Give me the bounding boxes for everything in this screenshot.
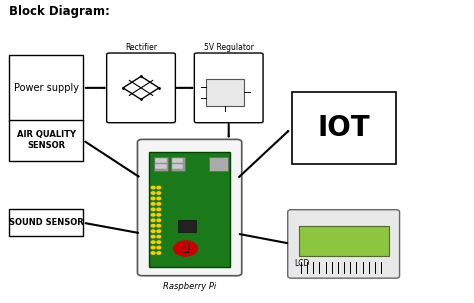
- Circle shape: [157, 219, 161, 221]
- Circle shape: [157, 235, 161, 238]
- Text: Rectifier: Rectifier: [125, 42, 157, 52]
- Text: 5V Regulator: 5V Regulator: [204, 42, 254, 52]
- Circle shape: [157, 246, 161, 249]
- FancyBboxPatch shape: [194, 53, 263, 123]
- FancyBboxPatch shape: [299, 226, 389, 256]
- Circle shape: [151, 214, 155, 216]
- Circle shape: [157, 186, 161, 189]
- Circle shape: [151, 219, 155, 221]
- Text: SOUND SENSOR: SOUND SENSOR: [9, 218, 83, 227]
- Circle shape: [151, 192, 155, 194]
- Circle shape: [151, 246, 155, 249]
- FancyBboxPatch shape: [172, 158, 183, 163]
- Text: vo: vo: [234, 81, 239, 85]
- Circle shape: [157, 192, 161, 194]
- FancyBboxPatch shape: [177, 220, 196, 232]
- Text: Block Diagram:: Block Diagram:: [9, 5, 110, 18]
- FancyBboxPatch shape: [107, 53, 175, 123]
- Circle shape: [151, 225, 155, 227]
- FancyBboxPatch shape: [172, 164, 183, 169]
- Circle shape: [157, 203, 161, 205]
- Text: Raspberry Pi: Raspberry Pi: [163, 282, 216, 291]
- FancyBboxPatch shape: [206, 79, 244, 106]
- Circle shape: [151, 186, 155, 189]
- Circle shape: [151, 252, 155, 254]
- Text: vi: vi: [211, 81, 215, 85]
- Circle shape: [157, 252, 161, 254]
- Circle shape: [151, 203, 155, 205]
- FancyBboxPatch shape: [292, 92, 396, 164]
- Circle shape: [151, 208, 155, 211]
- Text: 🍓: 🍓: [182, 243, 189, 254]
- FancyBboxPatch shape: [9, 55, 83, 121]
- Circle shape: [157, 230, 161, 232]
- FancyBboxPatch shape: [9, 120, 83, 161]
- FancyBboxPatch shape: [155, 164, 167, 169]
- Circle shape: [151, 230, 155, 232]
- Circle shape: [157, 197, 161, 200]
- FancyBboxPatch shape: [149, 152, 230, 267]
- Circle shape: [157, 208, 161, 211]
- Circle shape: [151, 197, 155, 200]
- Text: Power supply: Power supply: [14, 83, 79, 93]
- FancyBboxPatch shape: [154, 157, 168, 171]
- FancyBboxPatch shape: [171, 157, 185, 171]
- Circle shape: [157, 214, 161, 216]
- Text: AIR QUALITY
SENSOR: AIR QUALITY SENSOR: [17, 130, 76, 150]
- Circle shape: [173, 241, 197, 256]
- Circle shape: [157, 241, 161, 243]
- Circle shape: [151, 241, 155, 243]
- FancyBboxPatch shape: [9, 209, 83, 236]
- Text: IOT: IOT: [317, 114, 370, 142]
- FancyBboxPatch shape: [209, 157, 228, 171]
- Text: LCD: LCD: [294, 259, 309, 268]
- FancyBboxPatch shape: [155, 158, 167, 163]
- FancyBboxPatch shape: [288, 210, 400, 278]
- Circle shape: [157, 225, 161, 227]
- Circle shape: [151, 235, 155, 238]
- FancyBboxPatch shape: [137, 139, 242, 276]
